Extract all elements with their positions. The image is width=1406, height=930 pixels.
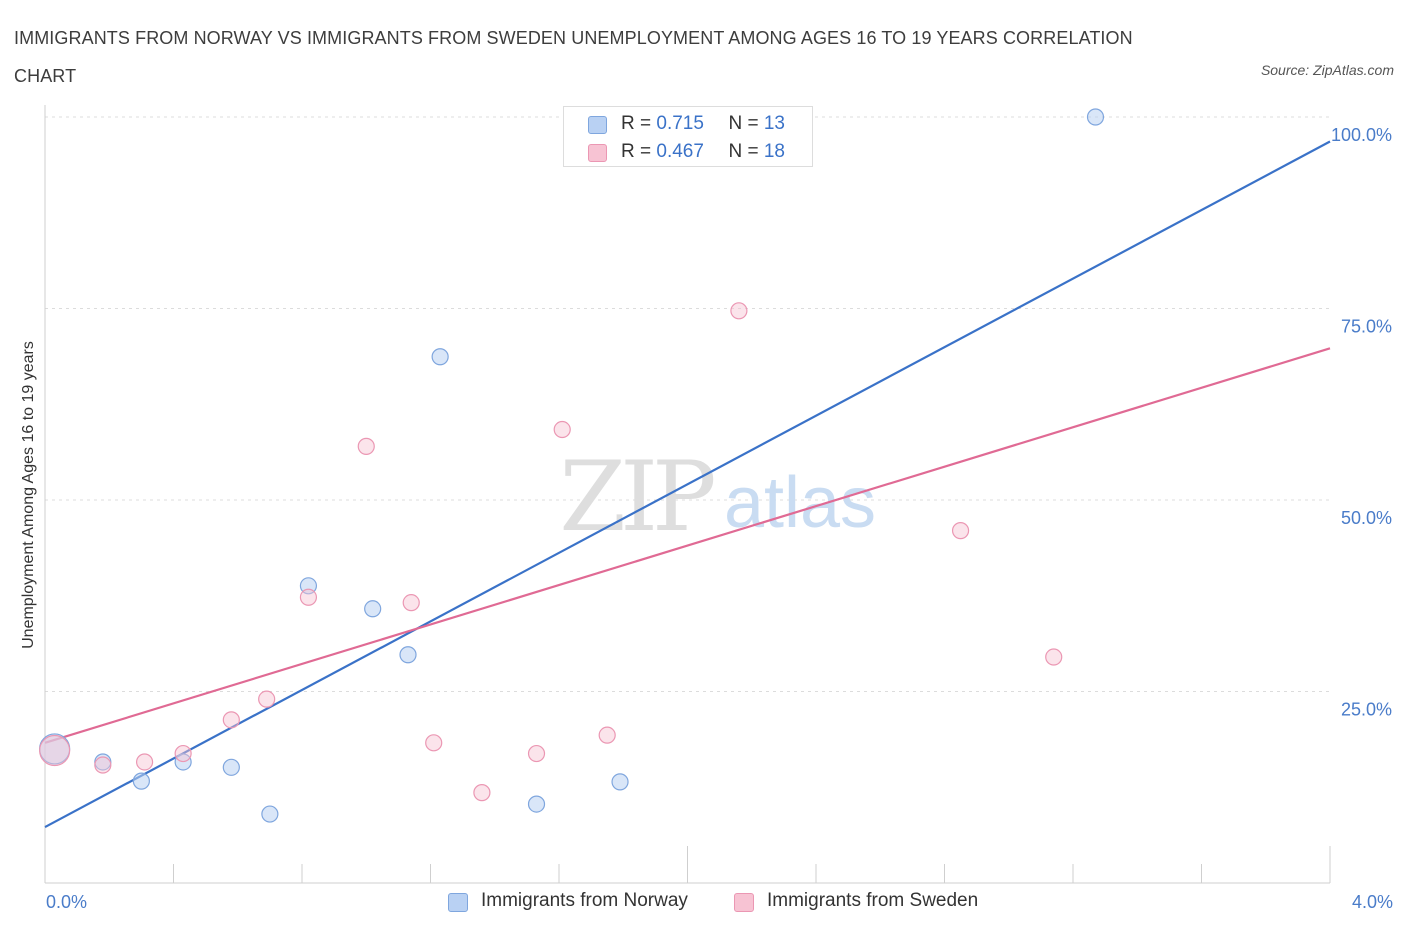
legend-r-label: R = xyxy=(621,113,657,134)
point-sweden-17 xyxy=(1045,648,1063,666)
point-norway-5 xyxy=(261,805,279,823)
watermark-zip: ZIP xyxy=(559,441,714,553)
point-norway-11 xyxy=(611,773,629,791)
legend-swatch-sweden xyxy=(588,144,607,162)
series-legend: Immigrants from Norway Immigrants from S… xyxy=(0,888,1406,918)
trend-line-norway xyxy=(44,140,1331,829)
point-sweden-4 xyxy=(222,711,240,729)
point-norway-9 xyxy=(431,348,449,366)
point-sweden-5 xyxy=(258,690,276,708)
data-points xyxy=(39,108,1105,823)
point-sweden-1 xyxy=(94,756,112,774)
legend-label-sweden: Immigrants from Sweden xyxy=(767,890,979,911)
gridlines xyxy=(45,116,1330,692)
point-sweden-9 xyxy=(425,734,443,752)
tick-labels: 25.0% 50.0% 75.0% 100.0% 0.0% 4.0% xyxy=(46,125,1393,912)
stats-legend: R = 0.715 N = 13 R = 0.467 N = 18 xyxy=(563,106,813,167)
legend-n-label: N = xyxy=(728,141,764,162)
legend-r-value-sweden: 0.467 xyxy=(656,141,704,162)
point-sweden-12 xyxy=(553,420,571,439)
point-norway-8 xyxy=(399,646,417,664)
point-norway-2 xyxy=(132,772,150,790)
legend-r-label: R = xyxy=(621,141,657,162)
axes xyxy=(44,105,1331,884)
watermark-atlas: atlas xyxy=(724,463,876,543)
y-tick-label-75: 75.0% xyxy=(1341,317,1392,337)
y-tick-label-25: 25.0% xyxy=(1341,700,1392,720)
y-tick-label-100: 100.0% xyxy=(1331,125,1392,145)
legend-swatch-sweden xyxy=(734,893,754,912)
legend-r-value-norway: 0.715 xyxy=(656,113,704,134)
legend-swatch-norway xyxy=(588,116,607,134)
point-sweden-3 xyxy=(174,744,192,763)
point-sweden-6 xyxy=(299,588,318,606)
point-norway-10 xyxy=(527,795,546,813)
point-sweden-0 xyxy=(39,734,71,767)
legend-n-label: N = xyxy=(728,113,764,134)
legend-swatch-norway xyxy=(448,893,468,912)
point-norway-7 xyxy=(364,600,382,618)
watermark: ZIP atlas xyxy=(559,441,876,553)
point-norway-12 xyxy=(1086,108,1105,126)
point-sweden-16 xyxy=(951,522,970,540)
legend-n-value-norway: 13 xyxy=(763,113,785,134)
x-tick-label-max: 4.0% xyxy=(1352,892,1393,912)
chart-title: IMMIGRANTS FROM NORWAY VS IMMIGRANTS FRO… xyxy=(14,28,1133,86)
y-tick-label-50: 50.0% xyxy=(1341,508,1392,528)
trend-line-sweden xyxy=(44,347,1331,744)
point-sweden-13 xyxy=(598,726,616,744)
point-sweden-2 xyxy=(135,753,154,771)
point-sweden-15 xyxy=(730,302,748,320)
source-label: Source: ZipAtlas.com xyxy=(1260,62,1394,78)
point-sweden-8 xyxy=(402,594,420,612)
point-norway-4 xyxy=(222,758,240,776)
legend-n-value-sweden: 18 xyxy=(763,141,785,162)
point-sweden-10 xyxy=(473,784,491,802)
trend-lines xyxy=(44,140,1331,829)
point-sweden-7 xyxy=(357,437,375,455)
x-tick-label-min: 0.0% xyxy=(46,892,87,912)
legend-label-norway: Immigrants from Norway xyxy=(481,890,688,911)
point-sweden-11 xyxy=(527,744,546,763)
